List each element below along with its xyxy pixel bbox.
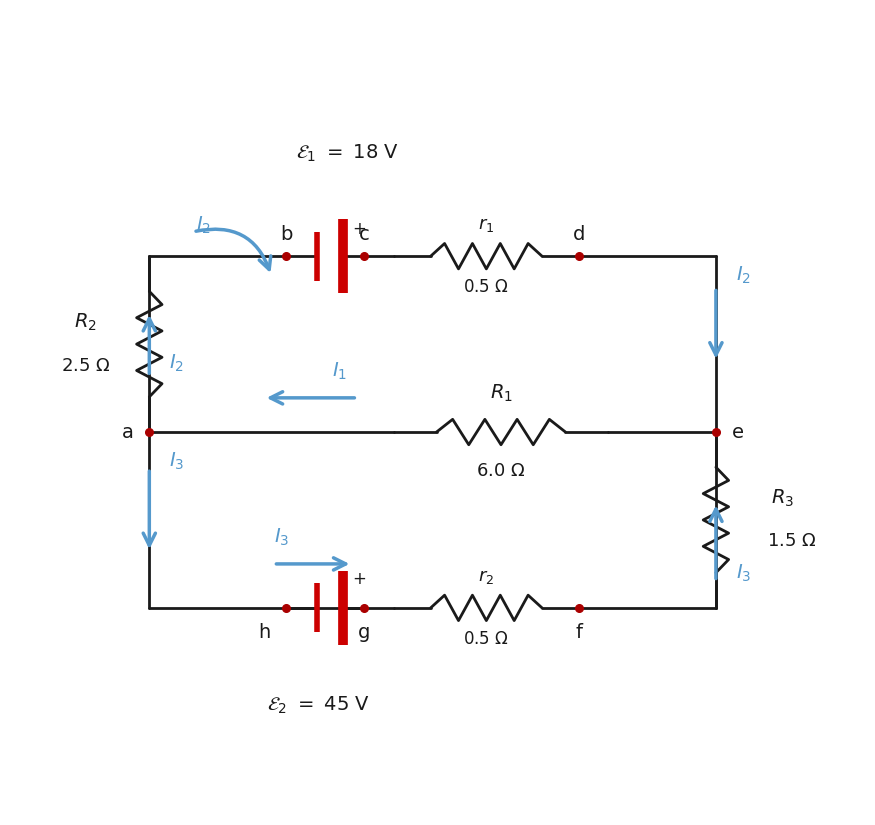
Text: $r_1$: $r_1$ xyxy=(479,216,494,234)
Text: $\mathcal{E}_2\ =\ 45\ \mathrm{V}$: $\mathcal{E}_2\ =\ 45\ \mathrm{V}$ xyxy=(267,695,369,716)
Text: d: d xyxy=(573,225,585,244)
Text: $R_1$: $R_1$ xyxy=(489,382,513,403)
Text: $I_3$: $I_3$ xyxy=(274,527,289,548)
Text: $I_1$: $I_1$ xyxy=(332,361,347,382)
Text: $6.0\ \Omega$: $6.0\ \Omega$ xyxy=(476,462,526,480)
Text: c: c xyxy=(359,225,369,244)
Text: $\mathcal{E}_1\ =\ 18\ \mathrm{V}$: $\mathcal{E}_1\ =\ 18\ \mathrm{V}$ xyxy=(296,143,399,164)
Text: $0.5\ \Omega$: $0.5\ \Omega$ xyxy=(464,630,509,648)
Text: g: g xyxy=(358,623,370,642)
Text: a: a xyxy=(122,422,134,441)
Text: $2.5\ \Omega$: $2.5\ \Omega$ xyxy=(61,356,110,375)
Text: $+$: $+$ xyxy=(353,219,367,238)
Text: $I_2$: $I_2$ xyxy=(195,214,211,236)
Text: $0.5\ \Omega$: $0.5\ \Omega$ xyxy=(464,279,509,296)
Text: $R_2$: $R_2$ xyxy=(74,312,97,333)
Text: $r_2$: $r_2$ xyxy=(479,568,494,586)
Text: $I_3$: $I_3$ xyxy=(169,450,185,472)
Text: $1.5\ \Omega$: $1.5\ \Omega$ xyxy=(767,532,817,550)
Text: $R_3$: $R_3$ xyxy=(771,488,794,509)
Text: $I_2$: $I_2$ xyxy=(736,265,751,286)
Text: e: e xyxy=(732,422,744,441)
Text: $I_3$: $I_3$ xyxy=(736,563,751,584)
Text: $+$: $+$ xyxy=(353,569,367,587)
Text: f: f xyxy=(576,623,583,642)
FancyArrowPatch shape xyxy=(196,229,270,270)
Text: b: b xyxy=(280,225,292,244)
Text: $I_2$: $I_2$ xyxy=(169,353,184,375)
Text: h: h xyxy=(258,623,270,642)
